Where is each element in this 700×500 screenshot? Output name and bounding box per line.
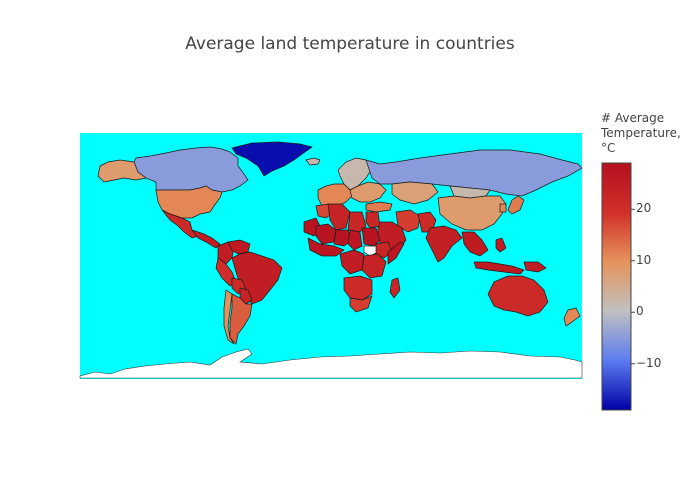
region-southeast-asia[interactable] — [461, 231, 489, 257]
region-iceland[interactable] — [305, 157, 321, 166]
region-east-africa[interactable] — [361, 253, 387, 279]
antarctica — [79, 348, 583, 379]
region-australia[interactable] — [487, 275, 549, 317]
page-title: Average land temperature in countries — [185, 34, 515, 54]
region-india[interactable] — [425, 225, 463, 263]
region-western-europe[interactable] — [317, 183, 353, 209]
colorbar-title: # Average Temperature, °C — [601, 111, 696, 156]
region-argentina[interactable] — [229, 293, 253, 345]
region-philippines[interactable] — [495, 237, 507, 253]
region-sudan[interactable] — [361, 227, 381, 247]
colorbar-ticks — [631, 208, 635, 365]
colorbar-title-line: °C — [601, 141, 616, 155]
colorbar-title-line: Temperature, — [601, 126, 681, 140]
region-kazakhstan[interactable] — [391, 181, 439, 205]
region-indonesia[interactable] — [473, 261, 525, 275]
region-west-africa[interactable] — [307, 237, 345, 257]
region-scandinavia[interactable] — [337, 157, 373, 191]
region-eastern-europe[interactable] — [349, 181, 387, 203]
country-regions — [97, 141, 583, 345]
region-algeria[interactable] — [327, 203, 351, 231]
region-southern-africa[interactable] — [343, 275, 373, 301]
region-korea[interactable] — [499, 203, 507, 213]
colorbar — [601, 162, 632, 411]
region-papua-new-guinea[interactable] — [523, 261, 547, 273]
region-egypt[interactable] — [365, 211, 381, 229]
colorbar-tick-label: 0 — [636, 304, 644, 319]
colorbar-tick-label: 20 — [636, 201, 652, 216]
region-pakistan[interactable] — [417, 211, 437, 233]
region-south-sudan[interactable] — [363, 245, 379, 257]
region-turkey[interactable] — [365, 201, 393, 213]
region-paraguay[interactable] — [239, 287, 253, 305]
region-venezuela[interactable] — [227, 239, 251, 255]
region-japan[interactable] — [507, 195, 525, 215]
region-south-africa[interactable] — [349, 295, 373, 313]
region-alaska[interactable] — [97, 159, 147, 183]
region-chile[interactable] — [223, 289, 235, 345]
region-somalia[interactable] — [387, 241, 405, 265]
colorbar-title-line: # Average — [601, 111, 665, 125]
region-new-zealand[interactable] — [563, 307, 581, 327]
region-china[interactable] — [437, 195, 507, 231]
region-greenland[interactable] — [231, 141, 313, 177]
region-chad[interactable] — [347, 229, 363, 251]
colorbar-tick-label: 10 — [636, 252, 652, 267]
colorbar-tick-label: −10 — [636, 355, 662, 370]
region-madagascar[interactable] — [389, 277, 401, 299]
